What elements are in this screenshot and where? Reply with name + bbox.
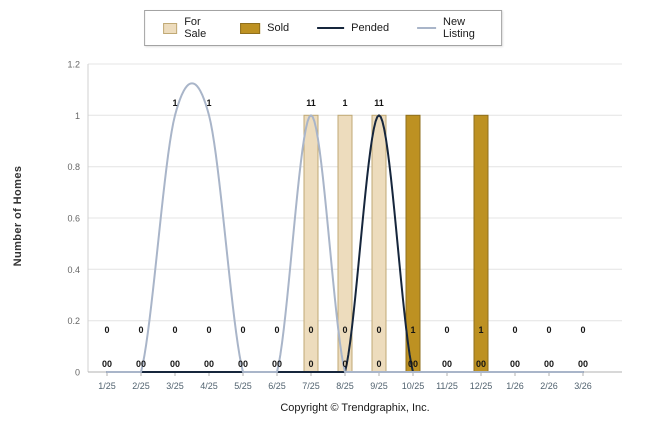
new-listing-line xyxy=(106,82,584,373)
data-label: 0 xyxy=(342,325,347,335)
y-tick-label: 1.2 xyxy=(67,60,80,70)
data-label: 0 xyxy=(172,325,177,335)
data-label: 00 xyxy=(510,359,520,369)
data-label: 0 xyxy=(104,325,109,335)
x-tick-label: 12/25 xyxy=(470,381,493,391)
x-tick-label: 6/25 xyxy=(268,381,286,391)
legend-item-pended: Pended xyxy=(317,22,389,34)
x-tick-label: 11/25 xyxy=(436,381,458,391)
data-label: 00 xyxy=(476,359,486,369)
data-label: 0 xyxy=(274,325,279,335)
data-label: 0 xyxy=(376,359,381,369)
data-label: 0 xyxy=(546,325,551,335)
sold-swatch xyxy=(240,22,261,34)
x-tick-label: 3/26 xyxy=(574,381,592,391)
data-label: 00 xyxy=(102,359,112,369)
data-label: 00 xyxy=(408,359,418,369)
data-label: 1 xyxy=(410,325,415,335)
legend-label: For Sale xyxy=(184,16,207,40)
legend-label: Pended xyxy=(351,22,390,34)
data-label: 11 xyxy=(306,98,316,108)
data-label: 0 xyxy=(512,325,517,335)
for-sale-swatch xyxy=(163,22,178,34)
pended-swatch xyxy=(317,27,345,29)
data-label: 0 xyxy=(308,359,313,369)
x-tick-label: 9/25 xyxy=(370,381,388,391)
new-listing-swatch xyxy=(417,27,437,29)
y-tick-label: 0 xyxy=(75,368,80,378)
data-label: 0 xyxy=(206,325,211,335)
data-label: 0 xyxy=(138,325,143,335)
x-tick-label: 8/25 xyxy=(336,381,354,391)
y-tick-label: 0.8 xyxy=(67,162,80,172)
x-tick-label: 4/25 xyxy=(200,381,218,391)
x-tick-label: 1/26 xyxy=(506,381,524,391)
copyright-text: Copyright © Trendgraphix, Inc. xyxy=(280,402,430,414)
data-label: 1 xyxy=(342,98,347,108)
x-tick-label: 5/25 xyxy=(234,381,252,391)
chart-legend: For Sale Sold Pended New Listing xyxy=(144,10,502,46)
data-label: 1 xyxy=(172,98,177,108)
y-tick-label: 0.6 xyxy=(67,214,80,224)
data-label: 0 xyxy=(308,325,313,335)
data-label: 0 xyxy=(580,325,585,335)
x-tick-label: 10/25 xyxy=(402,381,425,391)
data-label: 00 xyxy=(136,359,146,369)
x-tick-label: 1/25 xyxy=(98,381,116,391)
legend-item-for-sale: For Sale xyxy=(163,16,212,40)
data-label: 0 xyxy=(444,325,449,335)
x-tick-label: 2/25 xyxy=(132,381,150,391)
data-label: 1 xyxy=(478,325,483,335)
data-label: 1 xyxy=(206,98,211,108)
data-label: 0 xyxy=(240,325,245,335)
legend-item-sold: Sold xyxy=(240,22,289,34)
gridlines xyxy=(88,63,622,322)
data-label: 00 xyxy=(544,359,554,369)
x-tick-label: 7/25 xyxy=(302,381,320,391)
data-label: 00 xyxy=(272,359,282,369)
x-axis-labels: 1/25 2/25 3/25 4/25 5/25 6/25 7/25 8/25 9/25 10/2… xyxy=(98,372,592,391)
data-label: 00 xyxy=(578,359,588,369)
legend-item-new-listing: New Listing xyxy=(417,16,483,40)
data-label: 0 xyxy=(342,359,347,369)
legend-label: Sold xyxy=(267,22,290,34)
data-label: 00 xyxy=(238,359,248,369)
y-tick-label: 0.2 xyxy=(67,316,80,326)
for-sale-bars xyxy=(303,114,387,373)
data-label: 00 xyxy=(204,359,214,369)
x-tick-label: 2/26 xyxy=(540,381,558,391)
data-label: 0 xyxy=(376,325,381,335)
y-tick-label: 0.4 xyxy=(67,265,80,275)
y-axis-title: Number of Homes xyxy=(12,165,24,267)
data-labels: 1 1 11 1 110 0 0 0 0 0 0 0 0 1 0 1 0 0 000 00 00 00 00 00 0 0 0 00 0… xyxy=(102,98,588,369)
data-label: 00 xyxy=(170,359,180,369)
legend-label: New Listing xyxy=(443,16,475,40)
data-label: 11 xyxy=(374,98,384,108)
y-axis-ticks: 0 0.2 0.4 0.6 0.8 1 1.2 xyxy=(67,60,80,378)
y-tick-label: 1 xyxy=(75,111,80,121)
data-label: 00 xyxy=(442,359,452,369)
x-tick-label: 3/25 xyxy=(166,381,184,391)
